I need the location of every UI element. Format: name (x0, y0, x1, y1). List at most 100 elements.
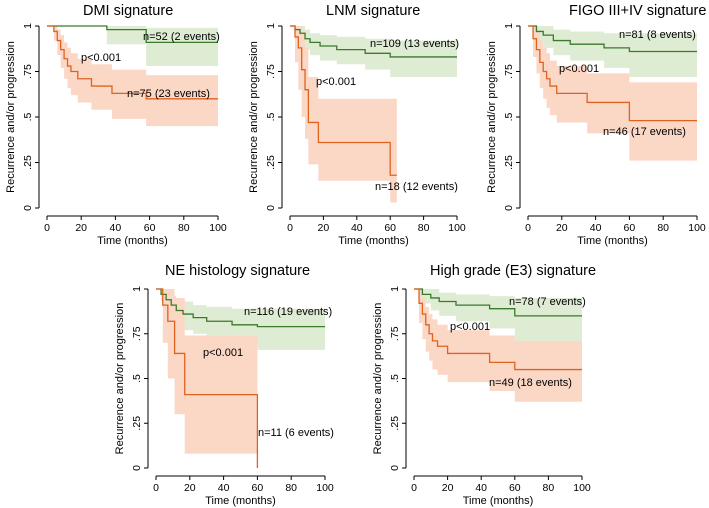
panel-ne-histology: NE histology signature 0 20 40 60 80 100 0 .25 .5… (114, 263, 334, 507)
x-tick-label: 100 (688, 222, 706, 234)
x-tick-label: 0 (525, 222, 531, 234)
x-tick-label: 100 (448, 222, 466, 234)
y-tick-label: 0 (265, 205, 277, 211)
x-axis-label: Time (months) (463, 495, 534, 507)
y-tick-label: 1 (22, 23, 34, 29)
ci-band-high-risk (290, 26, 397, 203)
x-tick-label: 20 (318, 222, 330, 234)
panel-figo: FIGO III+IV signature 0 20 40 60 80 100 0 .25 .5.… (486, 3, 706, 247)
km-curve-high-risk (414, 288, 582, 371)
x-tick-label: 100 (573, 482, 591, 494)
y-tick-label: .5 (389, 374, 401, 383)
p-value-label: p<0.001 (203, 347, 243, 359)
x-tick-label: 80 (418, 222, 430, 234)
km-curve-low-risk (290, 25, 457, 58)
x-tick-label: 60 (144, 222, 156, 234)
panel-dmi: DMI signature 0 20 40 60 80 100 0 .25 .5 .75 1 Time … (5, 3, 227, 247)
x-tick-label: 60 (624, 222, 636, 234)
chart-title: High grade (E3) signature (430, 263, 596, 279)
km-curve-low-risk (156, 288, 325, 328)
y-axis-label: Recurrence and/or progression (248, 41, 260, 193)
x-tick-label: 0 (153, 482, 159, 494)
y-tick-label: 0 (503, 205, 515, 211)
y-tick-label: .75 (131, 326, 143, 341)
x-tick-label: 100 (316, 482, 334, 494)
ci-band-high-risk (414, 289, 582, 402)
x-tick-label: 0 (287, 222, 293, 234)
x-axis-label: Time (months) (577, 235, 648, 247)
x-tick-label: 60 (252, 482, 264, 494)
km-curve-low-risk (528, 25, 697, 53)
y-tick-label: 1 (389, 286, 401, 292)
x-tick-label: 80 (178, 222, 190, 234)
y-tick-label: 0 (131, 465, 143, 471)
group-high-risk-label: n=49 (18 events) (489, 377, 572, 389)
y-tick-label: .25 (131, 416, 143, 431)
y-tick-label: .5 (265, 112, 277, 121)
x-tick-label: 20 (75, 222, 87, 234)
y-axis-label: Recurrence and/or progression (486, 41, 498, 193)
x-tick-label: 60 (384, 222, 396, 234)
chart-title: NE histology signature (165, 263, 310, 279)
km-curve-low-risk (47, 25, 218, 44)
x-tick-label: 40 (590, 222, 602, 234)
x-tick-label: 80 (657, 222, 669, 234)
chart-title: FIGO III+IV signature (569, 3, 706, 19)
p-value-label: p<0.001 (81, 52, 121, 64)
x-axis-label: Time (months) (97, 235, 168, 247)
group-low-risk-label: n=78 (7 events) (509, 296, 586, 308)
group-high-risk-label: n=11 (6 events) (258, 427, 334, 439)
y-tick-label: .25 (22, 155, 34, 170)
p-value-label: p<0.001 (316, 76, 356, 88)
x-tick-label: 20 (184, 482, 196, 494)
panel-high-grade-e3: High grade (E3) signature 0 20 40 60 80 100 0 .2… (372, 263, 596, 507)
ci-band-low-risk (47, 26, 218, 83)
x-axis-label: Time (months) (338, 235, 409, 247)
y-tick-label: .5 (131, 374, 143, 383)
y-tick-label: 0 (22, 205, 34, 211)
p-value-label: p<0.001 (559, 63, 599, 75)
y-tick-label: .25 (389, 416, 401, 431)
y-tick-label: 1 (131, 286, 143, 292)
x-tick-label: 20 (442, 482, 454, 494)
x-tick-label: 0 (44, 222, 50, 234)
y-tick-label: 0 (389, 465, 401, 471)
group-low-risk-label: n=52 (2 events) (143, 31, 220, 43)
x-tick-label: 80 (543, 482, 555, 494)
km-curve-high-risk (528, 25, 697, 122)
ci-band-low-risk (156, 289, 325, 350)
km-curve-high-risk (47, 25, 218, 100)
x-tick-label: 40 (475, 482, 487, 494)
x-tick-label: 80 (285, 482, 297, 494)
y-tick-label: .25 (265, 155, 277, 170)
x-tick-label: 0 (411, 482, 417, 494)
km-curve-high-risk (156, 288, 259, 468)
km-curve-high-risk (290, 25, 397, 176)
x-tick-label: 40 (110, 222, 122, 234)
y-tick-label: .25 (503, 155, 515, 170)
ci-band-high-risk (528, 26, 697, 161)
y-axis-label: Recurrence and/or progression (114, 303, 126, 455)
x-tick-label: 100 (209, 222, 227, 234)
ci-band-low-risk (290, 26, 457, 77)
y-tick-label: 1 (503, 23, 515, 29)
km-curve-low-risk (414, 288, 582, 317)
group-low-risk-label: n=116 (19 events) (244, 306, 332, 318)
x-tick-label: 40 (218, 482, 230, 494)
ci-band-low-risk (528, 26, 697, 77)
x-axis-label: Time (months) (205, 495, 276, 507)
x-tick-label: 60 (509, 482, 521, 494)
group-high-risk-label: n=18 (12 events) (375, 181, 458, 193)
ci-band-high-risk (156, 289, 258, 454)
group-low-risk-label: n=109 (13 events) (370, 38, 459, 50)
y-axis-label: Recurrence and/or progression (5, 41, 17, 193)
y-axis-label: Recurrence and/or progression (372, 303, 384, 455)
p-value-label: p<0.001 (450, 321, 490, 333)
y-tick-label: .75 (22, 64, 34, 79)
x-tick-label: 40 (351, 222, 363, 234)
group-high-risk-label: n=75 (23 events) (127, 88, 210, 100)
ci-band-high-risk (47, 26, 218, 127)
x-tick-label: 20 (556, 222, 568, 234)
y-tick-label: .75 (265, 64, 277, 79)
group-low-risk-label: n=81 (8 events) (619, 29, 696, 41)
